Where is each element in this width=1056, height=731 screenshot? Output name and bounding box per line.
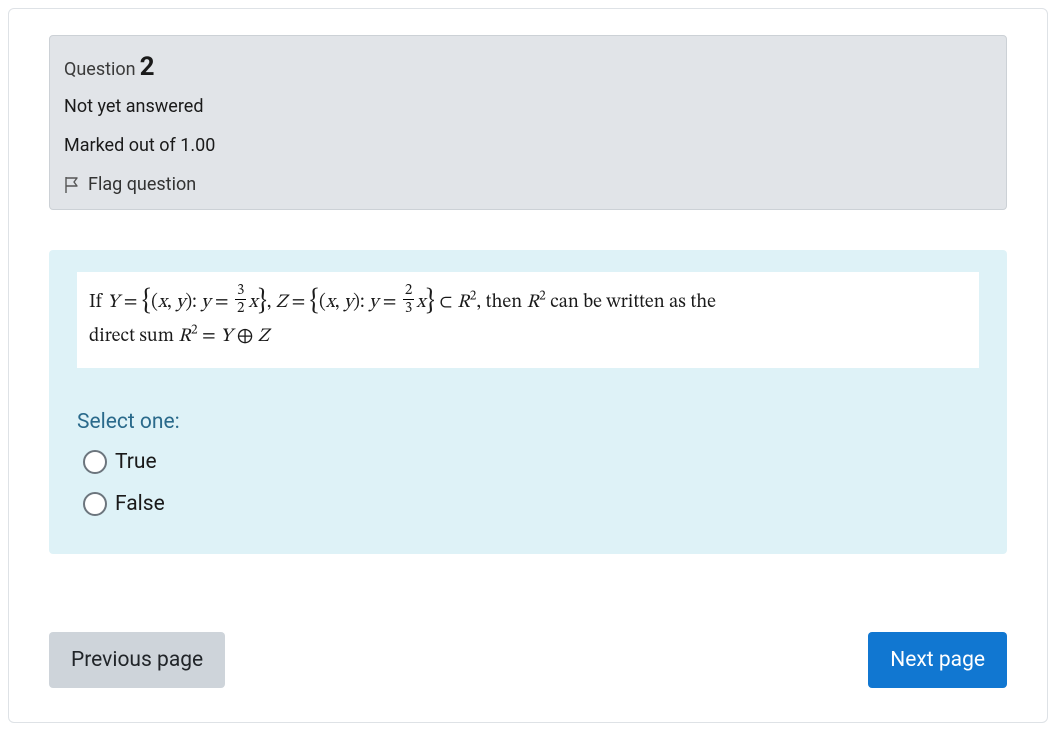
flag-question-link[interactable]: Flag question xyxy=(64,174,992,195)
math-if: If xyxy=(89,293,107,312)
navigation-buttons: Previous page Next page xyxy=(49,632,1007,688)
quiz-container: Question 2 Not yet answered Marked out o… xyxy=(8,8,1048,723)
answer-status: Not yet answered xyxy=(64,96,992,117)
question-body: If Y = {(x, y): y = 32x}, Z = {(x, y): y… xyxy=(49,250,1007,554)
previous-page-button[interactable]: Previous page xyxy=(49,632,225,688)
question-title-row: Question 2 xyxy=(64,52,992,82)
math-line-2: direct sum R2 = Y ⊕ Z xyxy=(89,320,967,354)
question-number: 2 xyxy=(140,52,155,82)
option-label-false: False xyxy=(115,492,165,516)
option-true[interactable]: True xyxy=(83,450,979,474)
flag-label: Flag question xyxy=(88,174,196,195)
select-one-prompt: Select one: xyxy=(77,410,979,434)
marks-info: Marked out of 1.00 xyxy=(64,135,992,156)
question-header: Question 2 Not yet answered Marked out o… xyxy=(49,35,1007,210)
math-line2-pre: direct sum xyxy=(89,327,178,346)
next-page-button[interactable]: Next page xyxy=(868,632,1007,688)
radio-true[interactable] xyxy=(83,450,107,474)
option-label-true: True xyxy=(115,450,157,474)
question-label: Question xyxy=(64,59,136,80)
flag-icon xyxy=(64,176,80,194)
math-then: then xyxy=(481,293,527,312)
math-after: can be written as the xyxy=(546,293,716,312)
math-line-1: If Y = {(x, y): y = 32x}, Z = {(x, y): y… xyxy=(89,286,967,320)
option-false[interactable]: False xyxy=(83,492,979,516)
radio-false[interactable] xyxy=(83,492,107,516)
question-text: If Y = {(x, y): y = 32x}, Z = {(x, y): y… xyxy=(77,272,979,368)
